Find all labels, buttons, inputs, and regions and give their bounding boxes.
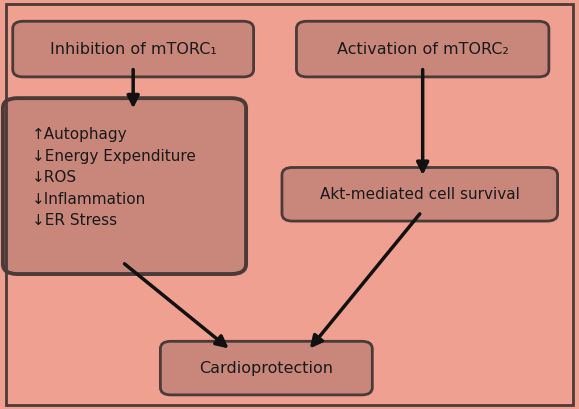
Text: Activation of mTORC₂: Activation of mTORC₂ (337, 42, 508, 56)
FancyBboxPatch shape (13, 21, 254, 77)
FancyBboxPatch shape (282, 168, 558, 221)
Text: ↑Autophagy
↓Energy Expenditure
↓ROS
↓Inflammation
↓ER Stress: ↑Autophagy ↓Energy Expenditure ↓ROS ↓Inf… (32, 127, 196, 229)
Text: Cardioprotection: Cardioprotection (199, 361, 334, 375)
FancyBboxPatch shape (296, 21, 549, 77)
FancyBboxPatch shape (160, 341, 372, 395)
Text: Akt-mediated cell survival: Akt-mediated cell survival (320, 187, 520, 202)
Text: Inhibition of mTORC₁: Inhibition of mTORC₁ (50, 42, 217, 56)
FancyBboxPatch shape (3, 98, 246, 274)
